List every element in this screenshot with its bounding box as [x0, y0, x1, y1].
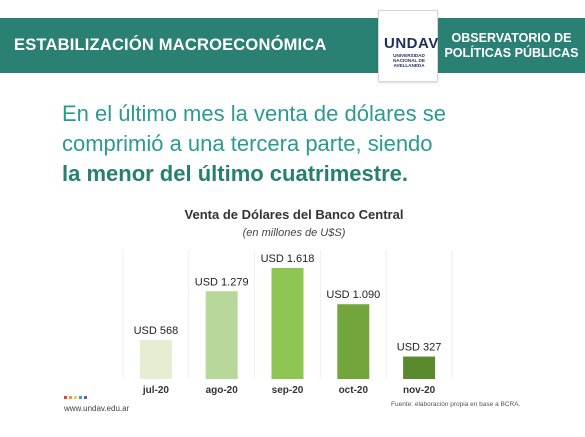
headline-line1: En el último mes la venta de dólares se: [62, 101, 446, 126]
x-tick-label-jul-20: jul-20: [142, 385, 170, 396]
brand-dot: [64, 396, 67, 399]
x-tick-label-ago-20: ago-20: [206, 385, 239, 396]
logo-wordmark: UNDAV: [384, 35, 439, 52]
headline-line2: comprimió a una tercera parte, siendo: [62, 131, 433, 156]
brand-dot: [74, 396, 77, 399]
university-logo: UNDAV UNIVERSIDAD NACIONAL DE AVELLANEDA: [378, 10, 438, 82]
headline: En el último mes la venta de dólares se …: [62, 99, 542, 189]
bar-oct-20: [337, 304, 370, 379]
data-label-ago-20: USD 1.279: [195, 276, 249, 288]
brand-dot: [79, 396, 82, 399]
header-band-left: ESTABILIZACIÓN MACROECONÓMICA: [0, 18, 378, 73]
brand-color-dots: [64, 396, 87, 399]
chart-subtitle: (en millones de U$S): [243, 227, 346, 239]
data-label-oct-20: USD 1.090: [326, 289, 380, 301]
x-tick-label-nov-20: nov-20: [403, 385, 436, 396]
data-label-jul-20: USD 568: [134, 325, 179, 337]
bar-nov-20: [403, 356, 436, 379]
headline-emphasis: la menor del último cuatrimestre.: [62, 161, 408, 186]
header-band-right: OBSERVATORIO DE POLÍTICAS PÚBLICAS: [438, 18, 585, 73]
x-tick-label-sep-20: sep-20: [272, 385, 304, 396]
chart-title: Venta de Dólares del Banco Central: [185, 207, 404, 222]
data-label-sep-20: USD 1.618: [261, 253, 315, 265]
bar-jul-20: [139, 340, 172, 379]
x-tick-label-oct-20: oct-20: [339, 385, 369, 396]
org-name-line1: OBSERVATORIO DE: [451, 30, 572, 45]
brand-dot: [69, 396, 72, 399]
data-label-nov-20: USD 327: [397, 342, 442, 354]
section-title: ESTABILIZACIÓN MACROECONÓMICA: [14, 36, 327, 54]
footer-source: Fuente: elaboración propia en base a BCR…: [391, 401, 521, 408]
footer-url: www.undav.edu.ar: [64, 404, 130, 413]
logo-subtitle: UNIVERSIDAD NACIONAL DE AVELLANEDA: [393, 53, 425, 69]
org-name-line2: POLÍTICAS PÚBLICAS: [444, 45, 579, 60]
bar-ago-20: [205, 291, 238, 379]
bar-sep-20: [271, 268, 304, 379]
brand-dot: [84, 396, 87, 399]
